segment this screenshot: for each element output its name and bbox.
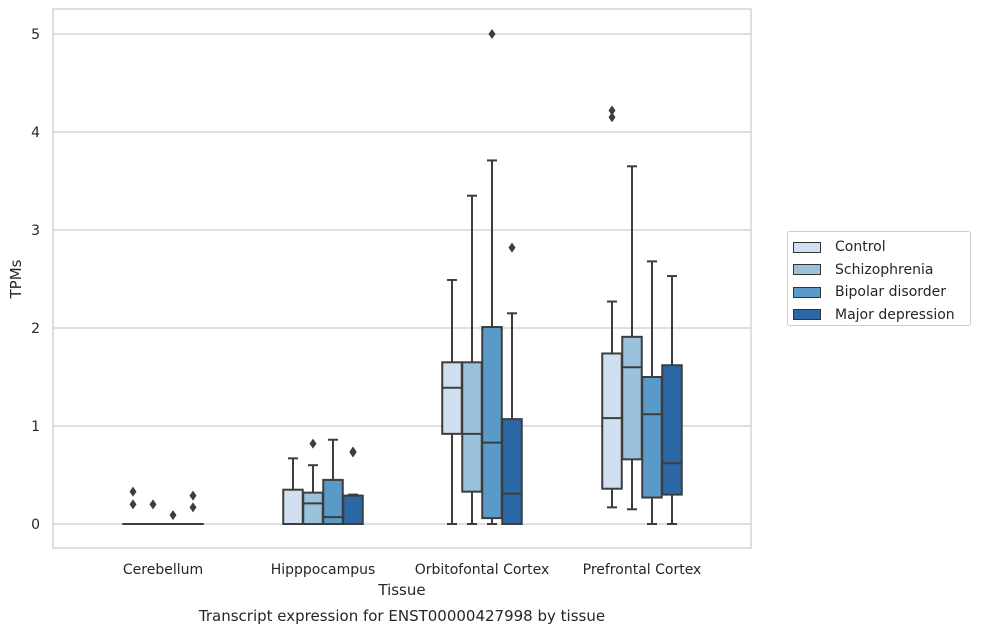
outlier-point: [309, 438, 317, 449]
box: [501, 418, 523, 526]
box: [641, 376, 663, 499]
y-tick-label: 0: [31, 517, 40, 533]
box: [621, 335, 643, 461]
box: [601, 352, 623, 490]
legend-swatch: [793, 264, 821, 276]
x-tick-label: Prefrontal Cortex: [583, 562, 702, 578]
y-tick-label: 4: [31, 125, 40, 141]
box: [342, 494, 364, 525]
legend-swatch: [793, 286, 821, 298]
outlier-point: [169, 510, 177, 521]
x-tick-label: Orbitofontal Cortex: [415, 562, 550, 578]
outlier-point: [129, 486, 137, 497]
legend-label: Schizophrenia: [835, 261, 934, 278]
y-axis-label: TPMs: [7, 259, 25, 299]
box: [441, 361, 463, 435]
box: [282, 488, 304, 526]
legend-item: Bipolar disorder: [793, 281, 970, 304]
legend-label: Control: [835, 239, 886, 256]
legend-swatch: [793, 241, 821, 253]
outlier-point: [189, 490, 197, 501]
outlier-point: [129, 499, 137, 510]
x-tick-labels: Cerebellum Hipppocampus Orbitofontal Corte…: [123, 562, 701, 578]
y-tick-label: 5: [31, 27, 40, 43]
legend-item: Major depression: [793, 304, 970, 327]
outlier-point: [488, 29, 496, 39]
y-tick-label: 3: [31, 223, 40, 239]
legend-label: Major depression: [835, 306, 955, 323]
outlier-point: [608, 105, 616, 116]
x-axis-label: Tissue: [377, 581, 425, 599]
legend-label: Bipolar disorder: [835, 284, 947, 301]
box: [461, 361, 483, 493]
x-tick-label: Cerebellum: [123, 562, 203, 578]
series-bipolar-disorder: [162, 29, 663, 526]
legend-item: Control: [793, 236, 970, 259]
y-tick-label: 1: [31, 419, 40, 435]
legend-item: Schizophrenia: [793, 259, 970, 282]
y-tick-label: 2: [31, 321, 40, 337]
box: [481, 326, 503, 520]
outlier-point: [608, 112, 616, 123]
y-tick-labels: 0 1 2 3 4 5: [31, 27, 40, 533]
outlier-point: [189, 502, 197, 513]
legend: Control Schizophrenia Bipolar disorder Majo…: [787, 231, 971, 326]
outlier-point: [508, 242, 516, 253]
legend-swatch: [793, 309, 821, 321]
outlier-point: [149, 499, 157, 510]
box: [661, 364, 683, 496]
series-major-depression: [182, 242, 683, 526]
outlier-point: [349, 446, 357, 457]
series-control: [122, 105, 623, 526]
chart-title: Transcript expression for ENST0000042799…: [198, 607, 605, 625]
box: [302, 491, 324, 526]
x-tick-label: Hipppocampus: [271, 562, 376, 578]
series-schizophrenia: [142, 165, 643, 526]
box-series: [122, 29, 683, 526]
